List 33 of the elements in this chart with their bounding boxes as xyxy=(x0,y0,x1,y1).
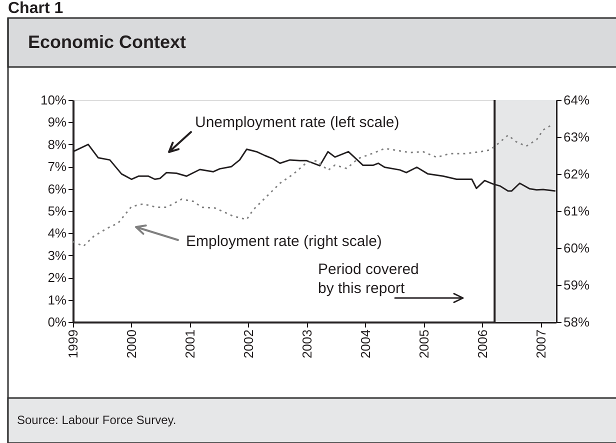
y2-tick-label: 63% xyxy=(564,130,590,144)
x-tick-label: 1999 xyxy=(66,330,80,358)
x-tick-label: 2000 xyxy=(124,330,139,358)
source-note: Source: Labour Force Survey. xyxy=(17,413,176,427)
y-tick-label: 2% xyxy=(48,270,67,286)
y-tick-label: 1% xyxy=(48,292,67,308)
y-tick-label: 9% xyxy=(48,114,67,130)
y-tick-label: 10% xyxy=(40,92,67,108)
y2-tick-label: 62% xyxy=(564,166,590,182)
y-tick-label: 5% xyxy=(48,204,67,218)
chart-title: Economic Context xyxy=(28,32,186,52)
legend-label: Employment rate (right scale) xyxy=(186,233,382,250)
y-tick-label: 7% xyxy=(48,159,67,174)
x-tick-label: 2006 xyxy=(474,330,490,358)
y2-tick-label: 61% xyxy=(564,204,590,218)
y-tick-label: 3% xyxy=(48,248,67,263)
x-tick-label: 2005 xyxy=(416,330,432,358)
y2-tick-label: 59% xyxy=(564,278,590,292)
x-tick-label: 2001 xyxy=(182,330,198,358)
y-tick-label: 4% xyxy=(48,226,67,241)
y-tick-label: 0% xyxy=(48,314,67,330)
x-tick-label: 2003 xyxy=(299,330,314,358)
chart-subtitle: Chart 1 xyxy=(8,0,64,17)
y2-tick-label: 64% xyxy=(564,92,590,108)
x-tick-label: 2007 xyxy=(533,330,548,358)
y2-tick-label: 60% xyxy=(564,240,590,256)
y2-tick-label: 58% xyxy=(564,314,590,330)
annotation: Period covered by this report xyxy=(318,261,419,297)
x-tick-label: 2002 xyxy=(240,330,256,358)
y-tick-label: 6% xyxy=(48,181,67,196)
text: Unemployment rate (left scale) xyxy=(195,114,400,131)
x-tick-label: 2004 xyxy=(358,330,373,358)
y-tick-label: 8% xyxy=(48,136,67,152)
